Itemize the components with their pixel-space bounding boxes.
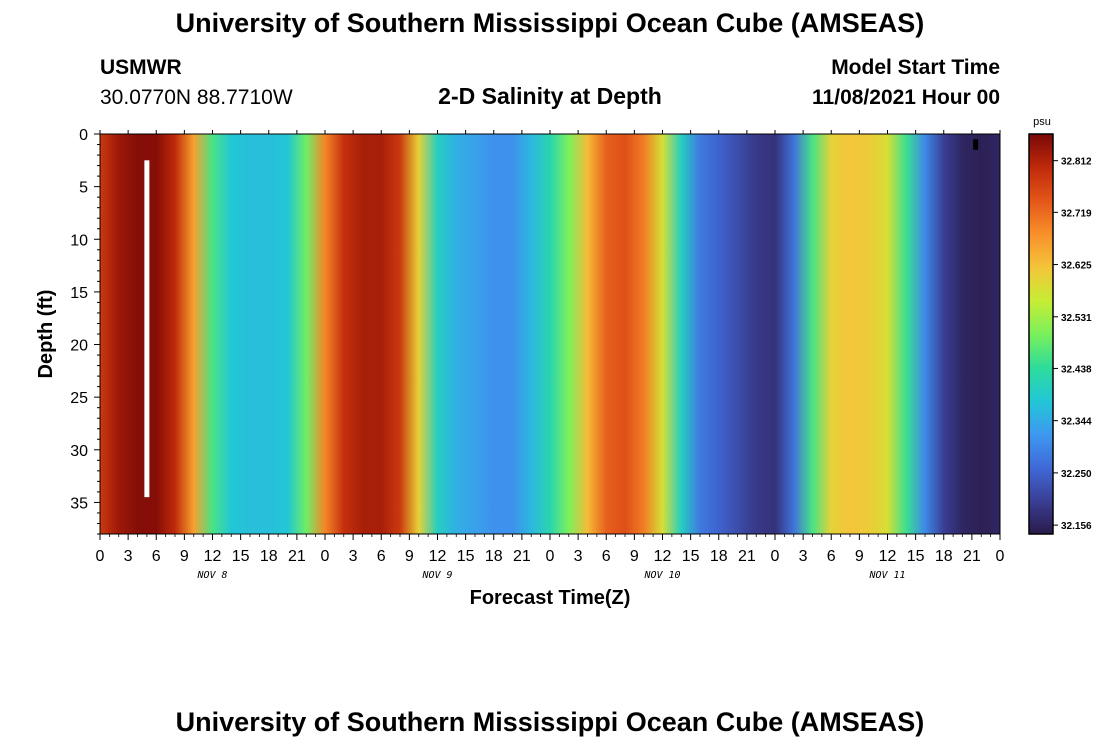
annotation-marks (144, 139, 979, 498)
x-tick-label: 15 (457, 548, 475, 565)
x-tick-label: 0 (996, 548, 1005, 565)
x-tick-label: 15 (907, 548, 925, 565)
y-tick-label: 5 (79, 180, 88, 197)
colorbar-tick-label: 32.344 (1061, 417, 1092, 428)
colorbar-tick-label: 32.438 (1061, 364, 1092, 375)
x-tick-label: 15 (682, 548, 700, 565)
x-axis-ticks: 0 3 6 9 12 15 18 21 0 3 6 9 12 15 18 21 0 3 6 9 12 15 18 21 0 3 6 9… (96, 130, 1005, 565)
x-tick-label: 12 (429, 548, 447, 565)
date-label: NOV 10 (643, 570, 680, 581)
y-tick-label: 10 (70, 232, 88, 249)
x-tick-label: 18 (260, 548, 278, 565)
colorbar-tick-label: 32.531 (1061, 313, 1092, 324)
x-tick-label: 0 (771, 548, 780, 565)
colorbar-tick-label: 32.719 (1061, 208, 1092, 219)
x-tick-label: 6 (602, 548, 611, 565)
colorbar-ticks: 32.812 32.719 32.625 32.531 32.438 32.344 32.2… (1053, 157, 1092, 532)
colorbar-tick-label: 32.250 (1061, 469, 1092, 480)
x-tick-label: 0 (546, 548, 555, 565)
y-tick-label: 0 (79, 127, 88, 144)
colorbar-tick-label: 32.625 (1061, 261, 1092, 272)
x-tick-label: 21 (513, 548, 531, 565)
x-axis-label: Forecast Time(Z) (470, 587, 631, 609)
x-tick-label: 0 (96, 548, 105, 565)
station-coordinates: 30.0770N 88.7710W (100, 86, 293, 109)
x-tick-label: 3 (799, 548, 808, 565)
annotation-bar (973, 139, 979, 150)
x-tick-label: 21 (963, 548, 981, 565)
x-tick-label: 6 (827, 548, 836, 565)
x-tick-label: 6 (377, 548, 386, 565)
x-tick-label: 9 (855, 548, 864, 565)
date-labels: NOV 8 NOV 9 NOV 10 NOV 11 (196, 570, 905, 581)
x-tick-label: 0 (321, 548, 330, 565)
x-tick-label: 18 (935, 548, 953, 565)
x-tick-label: 15 (232, 548, 250, 565)
station-name: USMWR (100, 56, 182, 79)
x-tick-label: 18 (485, 548, 503, 565)
footer-title: University of Southern Mississippi Ocean… (175, 707, 925, 737)
x-tick-label: 3 (574, 548, 583, 565)
y-axis-label: Depth (ft) (35, 290, 57, 379)
y-tick-label: 25 (70, 390, 88, 407)
y-tick-label: 15 (70, 285, 88, 302)
heatmap-field (100, 134, 1000, 534)
x-tick-label: 6 (152, 548, 161, 565)
y-tick-label: 30 (70, 443, 88, 460)
x-tick-label: 12 (879, 548, 897, 565)
date-label: NOV 11 (868, 570, 905, 581)
annotation-bar (144, 160, 150, 498)
colorbar-tick-label: 32.812 (1061, 157, 1092, 168)
x-tick-label: 3 (349, 548, 358, 565)
chart-title: University of Southern Mississippi Ocean… (175, 8, 925, 38)
x-tick-label: 9 (405, 548, 414, 565)
x-tick-label: 21 (738, 548, 756, 565)
model-start-value: 11/08/2021 Hour 00 (812, 86, 1000, 109)
date-label: NOV 9 (421, 570, 452, 581)
x-tick-label: 21 (288, 548, 306, 565)
y-tick-label: 35 (70, 495, 88, 512)
x-tick-label: 18 (710, 548, 728, 565)
chart-subtitle: 2-D Salinity at Depth (438, 83, 662, 109)
y-tick-label: 20 (70, 338, 88, 355)
x-tick-label: 12 (204, 548, 222, 565)
colorbar (1028, 133, 1054, 535)
model-start-label: Model Start Time (831, 56, 1000, 79)
x-tick-label: 9 (630, 548, 639, 565)
x-tick-label: 9 (180, 548, 189, 565)
colorbar-unit: psu (1033, 116, 1051, 128)
x-tick-label: 3 (124, 548, 133, 565)
colorbar-tick-label: 32.156 (1061, 521, 1092, 532)
x-tick-label: 12 (654, 548, 672, 565)
date-label: NOV 8 (196, 570, 227, 581)
y-axis-ticks: 0 5 10 15 20 25 30 35 (70, 127, 100, 535)
